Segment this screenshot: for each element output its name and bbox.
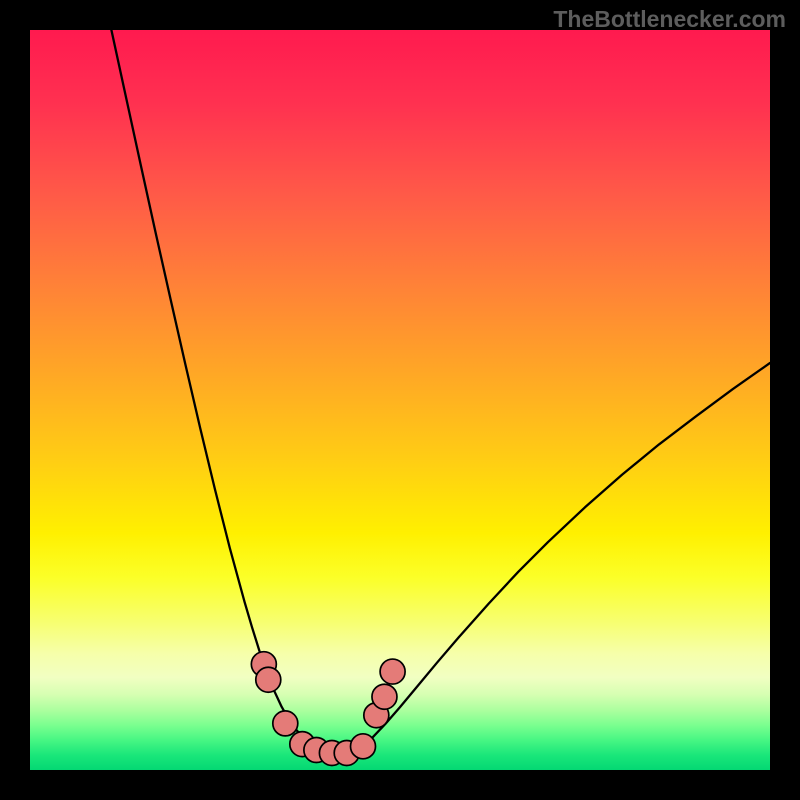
data-marker (372, 684, 397, 709)
marker-group (251, 652, 405, 766)
chart-stage: TheBottlenecker.com (0, 0, 800, 800)
bottleneck-curve (111, 30, 770, 754)
data-marker (256, 667, 281, 692)
data-marker (273, 711, 298, 736)
data-marker (351, 734, 376, 759)
data-marker (380, 659, 405, 684)
chart-plot-area (30, 30, 770, 770)
chart-svg-layer (30, 30, 770, 770)
watermark-text: TheBottlenecker.com (553, 6, 786, 33)
